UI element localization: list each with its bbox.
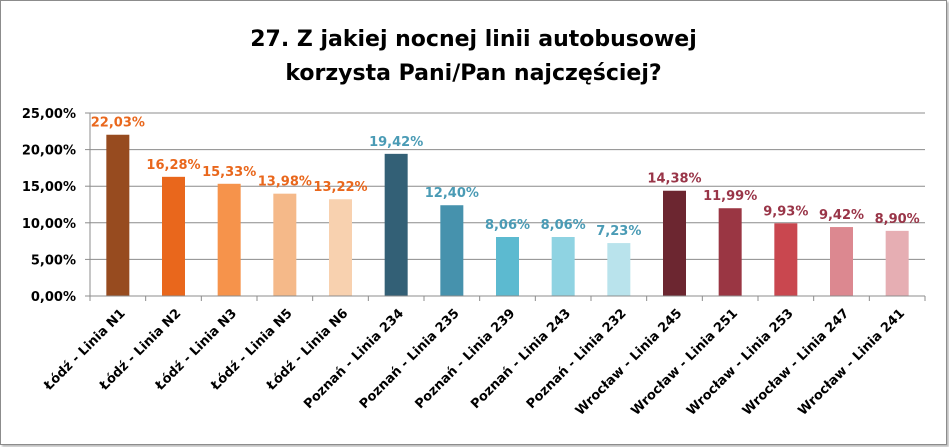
x-tick-label: Wrocław - Linia 245	[573, 306, 686, 419]
chart-title-line-1: 27. Z jakiej nocnej linii autobusowej	[250, 27, 697, 52]
x-tick-label: Wrocław - Linia 253	[684, 306, 797, 419]
chart-title-line-2: korzysta Pani/Pan najczęściej?	[285, 61, 662, 86]
data-label: 8,06%	[485, 218, 530, 233]
x-tick-label: Poznań - Linia 239	[413, 306, 519, 412]
bar	[663, 190, 686, 296]
data-label: 8,06%	[541, 218, 586, 233]
y-tick-label: 15,00%	[22, 180, 76, 195]
bar	[273, 193, 297, 296]
data-label: 9,93%	[763, 204, 808, 219]
data-label: 14,38%	[647, 172, 701, 187]
data-label: 16,28%	[146, 158, 200, 173]
bar	[384, 153, 408, 296]
data-label: 9,42%	[819, 208, 864, 223]
data-label: 13,98%	[258, 175, 312, 190]
data-label: 11,99%	[703, 189, 757, 204]
x-tick-label: Wrocław - Linia 247	[740, 306, 853, 419]
data-label: 12,40%	[425, 186, 479, 201]
data-label: 7,23%	[596, 224, 641, 239]
bar	[106, 134, 130, 296]
x-tick-label: Poznań - Linia 234	[301, 306, 407, 412]
bar	[718, 208, 742, 296]
x-tick-label: Poznań - Linia 232	[524, 306, 630, 412]
bar	[774, 223, 798, 296]
data-label: 15,33%	[202, 165, 256, 180]
y-tick-label: 25,00%	[22, 107, 76, 122]
x-tick-label: Wrocław - Linia 241	[795, 306, 908, 419]
x-tick-label: Poznań - Linia 235	[357, 306, 463, 412]
x-tick-label: Wrocław - Linia 251	[628, 306, 741, 419]
data-label: 8,90%	[875, 212, 920, 227]
bar	[885, 230, 909, 296]
data-label: 19,42%	[369, 135, 423, 150]
y-tick-label: 0,00%	[31, 290, 76, 305]
bar	[217, 183, 241, 296]
bar	[162, 176, 185, 296]
chart-title: 27. Z jakiej nocnej linii autobusowej ko…	[1, 23, 946, 91]
bar	[496, 237, 519, 296]
bar	[440, 205, 464, 296]
data-label: 13,22%	[313, 180, 367, 195]
data-label: 22,03%	[91, 116, 145, 131]
y-tick-label: 20,00%	[22, 144, 76, 159]
y-tick-label: 10,00%	[22, 217, 76, 232]
bar	[830, 227, 853, 296]
x-tick-label: Poznań - Linia 243	[468, 306, 574, 412]
bar	[607, 243, 631, 296]
bar	[329, 199, 352, 296]
bar	[551, 237, 575, 296]
y-tick-label: 5,00%	[31, 253, 76, 268]
